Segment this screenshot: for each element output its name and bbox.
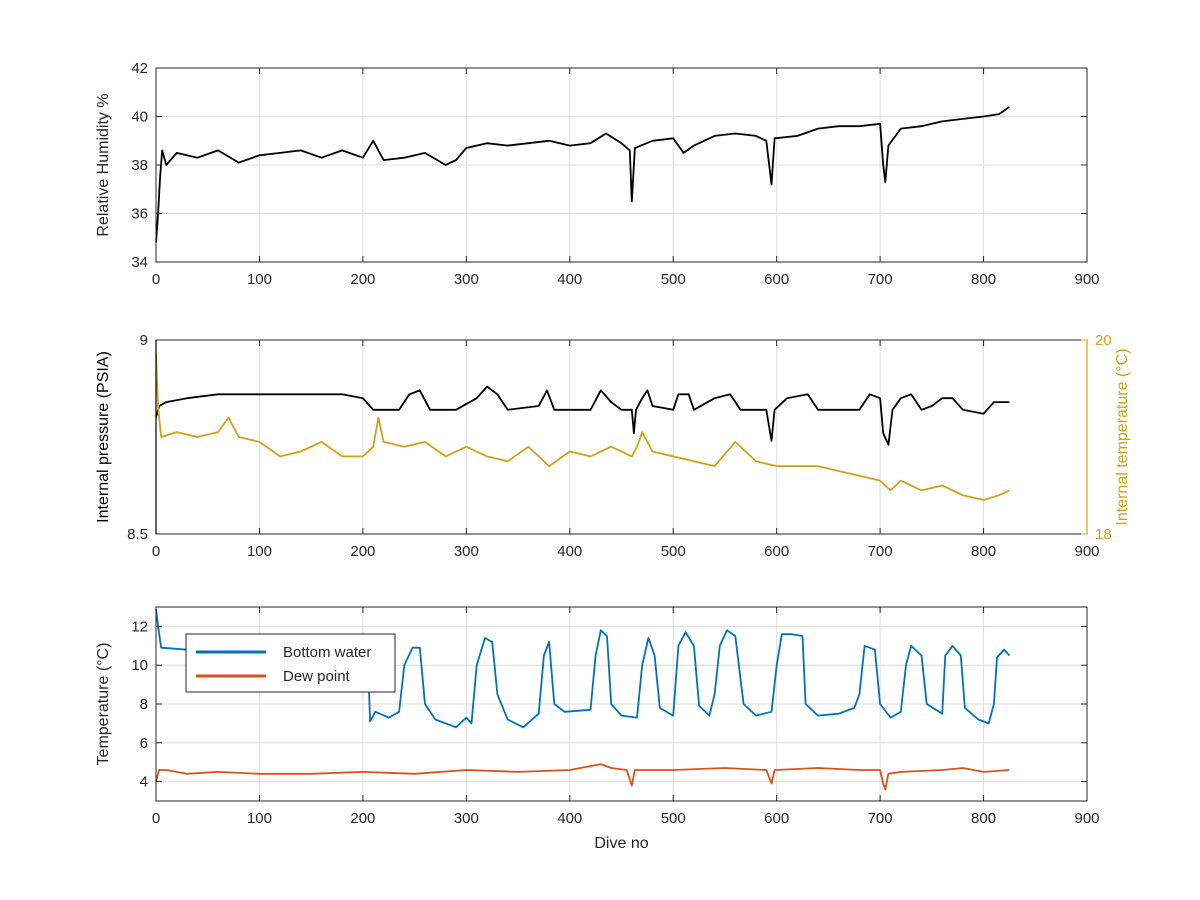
x-tick-label: 100 bbox=[247, 543, 272, 560]
x-tick-label: 100 bbox=[247, 271, 272, 288]
x-axis-label: Dive no bbox=[594, 835, 648, 852]
x-tick-label: 500 bbox=[661, 543, 686, 560]
x-tick-label: 400 bbox=[557, 810, 582, 827]
legend: Bottom water Dew point bbox=[185, 633, 396, 693]
x-tick-label: 600 bbox=[764, 271, 789, 288]
x-tick-label: 600 bbox=[764, 543, 789, 560]
y-tick-label: 40 bbox=[131, 109, 148, 126]
y2-tick-label: 18 bbox=[1095, 526, 1112, 543]
y-axis-label: Temperature (°C) bbox=[95, 643, 112, 766]
x-tick-label: 300 bbox=[454, 810, 479, 827]
y-tick-label: 36 bbox=[131, 206, 148, 223]
x-tick-label: 400 bbox=[557, 271, 582, 288]
y-tick-label: 4 bbox=[140, 774, 148, 791]
chart-panel-1: 0 100 200 300 400 500 600 700 800 900 34 36 38 40 42 Re… bbox=[95, 60, 1100, 288]
x-tick-label: 100 bbox=[247, 810, 272, 827]
x-tick-label: 300 bbox=[454, 271, 479, 288]
y2-axis-label: Internal temperature (°C) bbox=[1114, 348, 1131, 525]
x-tick-label: 800 bbox=[971, 271, 996, 288]
y-tick-label: 8.5 bbox=[127, 526, 148, 543]
y-tick-label: 42 bbox=[131, 60, 148, 77]
x-tick-label: 500 bbox=[661, 271, 686, 288]
x-tick-label: 200 bbox=[350, 810, 375, 827]
x-tick-label: 800 bbox=[971, 543, 996, 560]
x-tick-label: 600 bbox=[764, 810, 789, 827]
x-tick-label: 900 bbox=[1074, 810, 1099, 827]
x-tick-label: 300 bbox=[454, 543, 479, 560]
chart-panel-3: 0 100 200 300 400 500 600 700 800 900 4 6 8 10 12 Tempe… bbox=[95, 606, 1100, 852]
y2-tick-label: 20 bbox=[1095, 332, 1112, 349]
x-tick-label: 500 bbox=[661, 810, 686, 827]
y-tick-label: 8 bbox=[140, 696, 148, 713]
series-line-right bbox=[155, 354, 1010, 501]
x-tick-label: 400 bbox=[557, 543, 582, 560]
y-tick-label: 9 bbox=[140, 332, 148, 349]
x-tick-label: 200 bbox=[350, 271, 375, 288]
y-tick-label: 10 bbox=[131, 657, 148, 674]
y-axis-label: Relative Humidity % bbox=[95, 93, 112, 236]
x-tick-label: 0 bbox=[152, 271, 160, 288]
x-tick-label: 0 bbox=[152, 543, 160, 560]
y-tick-label: 6 bbox=[140, 735, 148, 752]
series-line-main bbox=[155, 106, 1010, 243]
x-tick-label: 700 bbox=[868, 271, 893, 288]
x-tick-label: 700 bbox=[868, 810, 893, 827]
chart-panel-2: 0 100 200 300 400 500 600 700 800 9008.591820Inte… bbox=[95, 332, 1131, 560]
x-tick-label: 900 bbox=[1074, 271, 1099, 288]
legend-label: Dew point bbox=[283, 668, 351, 685]
x-tick-label: 900 bbox=[1074, 543, 1099, 560]
y-tick-label: 38 bbox=[131, 157, 148, 174]
legend-label: Bottom water bbox=[283, 644, 371, 661]
x-tick-label: 800 bbox=[971, 810, 996, 827]
y-tick-label: 34 bbox=[131, 254, 148, 271]
x-tick-label: 200 bbox=[350, 543, 375, 560]
x-tick-label: 0 bbox=[152, 810, 160, 827]
x-tick-label: 700 bbox=[868, 543, 893, 560]
series-line-left bbox=[155, 385, 1010, 446]
series-line-bottom-water bbox=[155, 608, 1011, 729]
y-axis-label: Internal pressure (PSIA) bbox=[95, 351, 112, 523]
series-line-dew-point bbox=[155, 763, 1010, 791]
y-tick-label: 12 bbox=[131, 618, 148, 635]
